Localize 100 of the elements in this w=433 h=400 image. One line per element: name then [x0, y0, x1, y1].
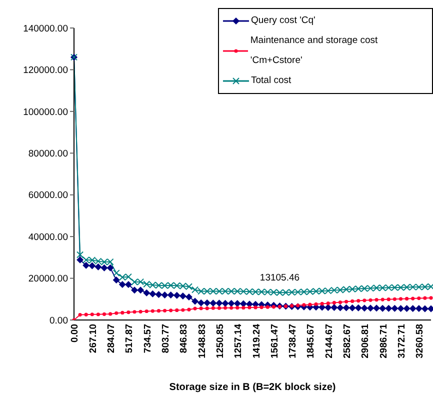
point [78, 312, 82, 317]
point [373, 304, 380, 312]
y-tick-label: 60000.00 [28, 190, 68, 202]
x-tick-label: 2906.81 [360, 323, 372, 358]
point [84, 312, 88, 316]
point [385, 284, 392, 292]
point [88, 262, 96, 270]
point [360, 285, 368, 292]
point [392, 297, 396, 301]
point [90, 312, 94, 316]
point [143, 289, 150, 296]
point [112, 270, 120, 277]
point [124, 273, 132, 280]
point [106, 258, 114, 266]
x-tick-label: 1250.85 [214, 323, 226, 358]
x-axis-title: Storage size in B (B=2K block size) [169, 382, 336, 393]
x-tick-label: 734.57 [142, 324, 154, 354]
point [76, 256, 84, 264]
point [150, 309, 154, 313]
point [386, 298, 390, 302]
point [318, 288, 326, 295]
point [320, 302, 324, 306]
point [211, 306, 215, 310]
point [342, 286, 350, 293]
point [385, 304, 392, 312]
point [404, 296, 409, 301]
point [185, 294, 192, 301]
legend-label: Total cost [251, 74, 292, 88]
point [409, 305, 416, 312]
point [126, 310, 130, 314]
point [132, 310, 136, 314]
x-tick-label: 1845.67 [306, 324, 317, 358]
y-tick-label: 120000.00 [23, 65, 68, 76]
point [205, 306, 209, 310]
point [222, 300, 229, 307]
point [199, 306, 203, 310]
x-tick-label: 1419.24 [251, 323, 262, 358]
point [264, 288, 272, 296]
point [143, 280, 150, 288]
point [94, 258, 102, 265]
point [429, 296, 433, 300]
point [144, 309, 148, 314]
point [288, 288, 296, 296]
point [228, 288, 235, 295]
point [373, 284, 380, 292]
point [149, 281, 156, 288]
point [162, 308, 167, 312]
x-tick-label: 0.00 [70, 324, 81, 342]
point [161, 282, 168, 290]
x-tick-label: 2144.67 [324, 324, 335, 358]
point [409, 284, 416, 291]
point [173, 282, 180, 290]
y-tick-label: 40000.00 [28, 232, 68, 243]
point [217, 306, 222, 310]
x-tick-label: 2582.67 [342, 324, 354, 358]
point [88, 256, 96, 264]
point [254, 306, 258, 310]
point [360, 304, 368, 312]
point [137, 286, 144, 294]
point [161, 291, 168, 298]
point [368, 298, 372, 302]
annotation: 13105.46 [260, 272, 300, 284]
point [421, 283, 428, 290]
y-tick-label: 140000.00 [23, 23, 68, 34]
point [155, 291, 162, 298]
point [246, 288, 253, 296]
point [156, 309, 161, 313]
point [187, 308, 191, 312]
point [398, 297, 403, 301]
x-tick-label: 267.10 [88, 324, 99, 354]
point [417, 296, 421, 300]
point [198, 288, 205, 295]
point [258, 288, 266, 296]
point [138, 310, 142, 314]
point [366, 284, 374, 292]
point [234, 300, 241, 308]
point [96, 312, 100, 316]
point [223, 306, 228, 310]
point [137, 278, 144, 286]
point [179, 282, 186, 290]
point [210, 300, 217, 307]
x-tick-label: 2986.71 [378, 323, 390, 358]
point [131, 286, 138, 294]
point [149, 290, 156, 298]
x-tick-label: 803.77 [160, 324, 172, 354]
point [380, 298, 384, 302]
point [210, 288, 217, 295]
point [198, 299, 205, 306]
point [338, 300, 342, 304]
point [354, 285, 362, 292]
point [421, 305, 428, 312]
point [155, 282, 162, 289]
x-tick-label: 3172.71 [396, 323, 408, 358]
point [248, 306, 252, 310]
point [354, 304, 362, 312]
x-tick-label: 3260.58 [414, 324, 426, 358]
point [185, 283, 192, 290]
point [423, 296, 427, 300]
point [342, 304, 350, 312]
point [332, 300, 336, 304]
